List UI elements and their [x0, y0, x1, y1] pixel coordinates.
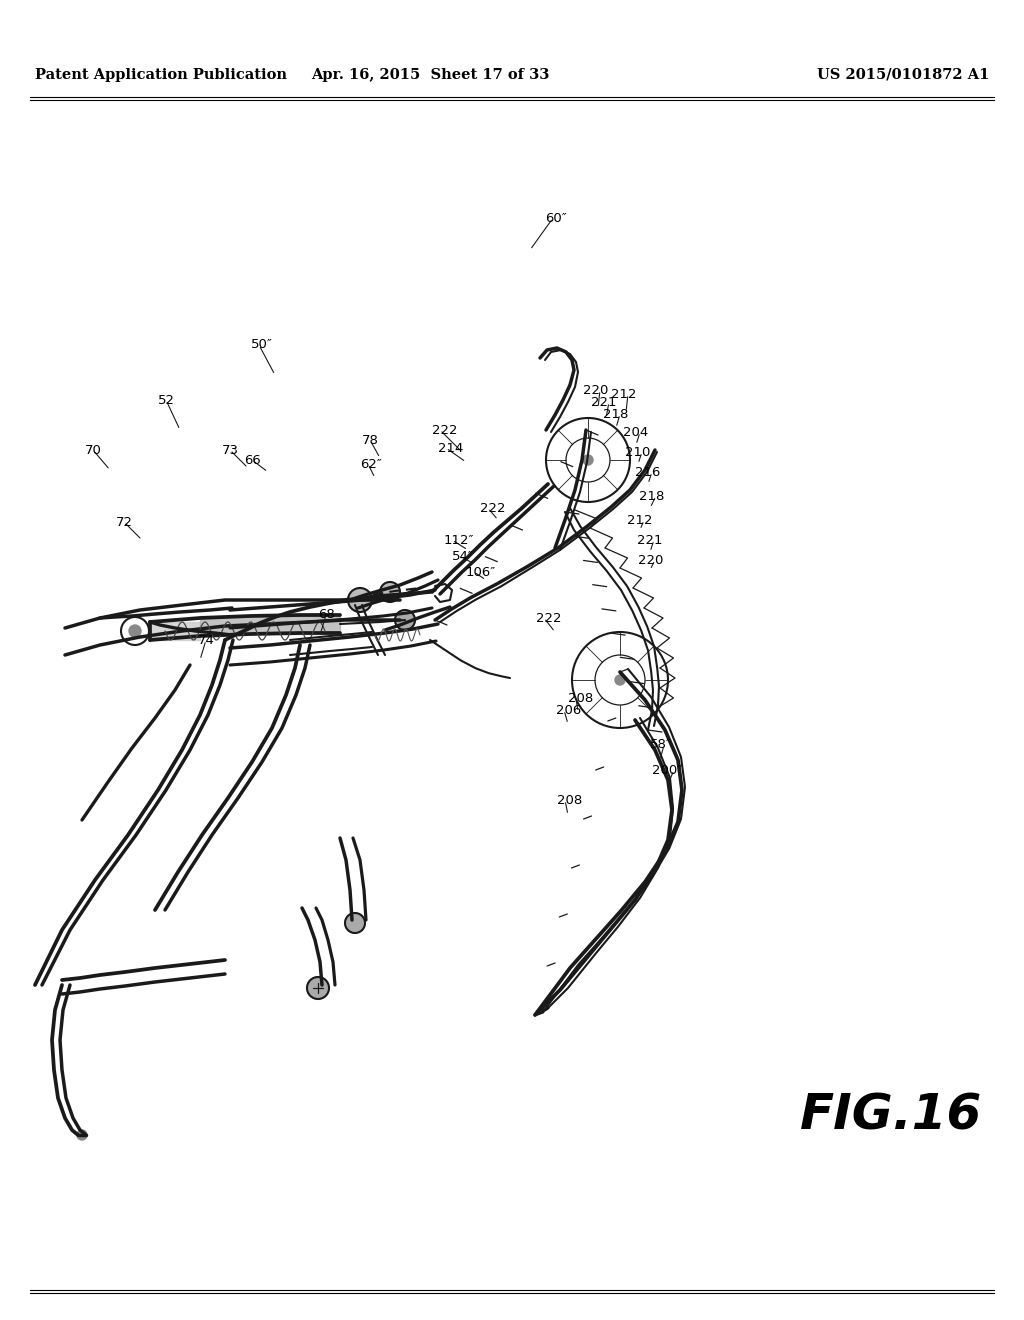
Text: 54″: 54″ [452, 549, 474, 562]
Text: 222: 222 [432, 424, 458, 437]
Text: 50″: 50″ [251, 338, 272, 351]
Text: 221: 221 [592, 396, 617, 408]
Text: 220: 220 [638, 553, 663, 566]
Text: 60″: 60″ [545, 211, 566, 224]
Text: 208: 208 [568, 692, 593, 705]
Text: 72: 72 [116, 516, 133, 528]
Circle shape [615, 675, 625, 685]
Text: 220: 220 [583, 384, 608, 396]
Text: 78: 78 [362, 433, 379, 446]
Text: US 2015/0101872 A1: US 2015/0101872 A1 [816, 69, 989, 82]
Text: 200″: 200″ [651, 763, 682, 776]
Text: 212: 212 [610, 388, 636, 400]
Text: 52: 52 [158, 393, 175, 407]
Circle shape [380, 582, 400, 602]
Text: 208: 208 [557, 793, 583, 807]
Text: 68: 68 [318, 609, 335, 622]
Text: 210: 210 [625, 446, 650, 458]
Text: 112″: 112″ [444, 533, 474, 546]
Text: Patent Application Publication: Patent Application Publication [35, 69, 287, 82]
Text: 212: 212 [627, 513, 652, 527]
Circle shape [348, 587, 372, 612]
Text: 222: 222 [480, 502, 506, 515]
Text: 106″: 106″ [466, 565, 497, 578]
Text: Apr. 16, 2015  Sheet 17 of 33: Apr. 16, 2015 Sheet 17 of 33 [311, 69, 549, 82]
Text: 216: 216 [635, 466, 660, 479]
Text: 204: 204 [623, 425, 648, 438]
Text: 218: 218 [603, 408, 628, 421]
Text: 73: 73 [222, 444, 239, 457]
Text: FIG.16: FIG.16 [800, 1092, 982, 1139]
Text: 214: 214 [438, 441, 464, 454]
Circle shape [395, 610, 415, 630]
Text: 221: 221 [637, 533, 662, 546]
Text: 218: 218 [639, 490, 664, 503]
Circle shape [77, 1130, 87, 1140]
Text: 62″: 62″ [360, 458, 382, 470]
Text: 74: 74 [198, 634, 215, 647]
Text: 206: 206 [556, 704, 582, 717]
Circle shape [307, 977, 329, 999]
Text: 70: 70 [85, 444, 101, 457]
Circle shape [583, 455, 593, 465]
Circle shape [345, 913, 365, 933]
Text: 222: 222 [536, 611, 561, 624]
Text: 66: 66 [244, 454, 261, 466]
Text: 58″: 58″ [650, 738, 672, 751]
Circle shape [129, 624, 141, 638]
